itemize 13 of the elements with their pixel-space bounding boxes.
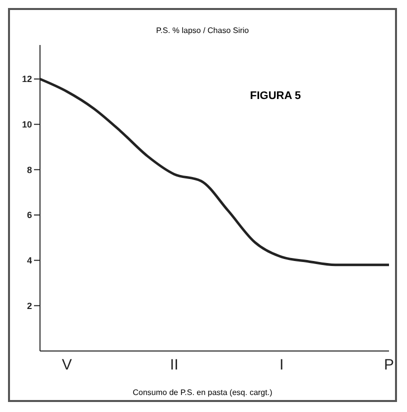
y-tick-label: 4 (26, 256, 32, 266)
y-tick-label: 12 (22, 74, 32, 84)
x-tick-label: V (62, 356, 72, 374)
y-tick-label: 8 (26, 164, 32, 175)
y-tick-label: 6 (26, 210, 32, 220)
y-tick-label: 2 (26, 300, 32, 311)
annotation: FIGURA 5 (250, 90, 301, 102)
x-axis-title: Consumo de P.S. en pasta (esq. cargt.) (132, 388, 274, 397)
x-tick-label: II (170, 356, 178, 374)
y-tick-label: 10 (22, 120, 32, 130)
x-tick-label: I (280, 356, 284, 374)
x-tick-label: P (384, 356, 394, 374)
chart-title: P.S. % lapso / Chaso Sirio (155, 26, 250, 35)
